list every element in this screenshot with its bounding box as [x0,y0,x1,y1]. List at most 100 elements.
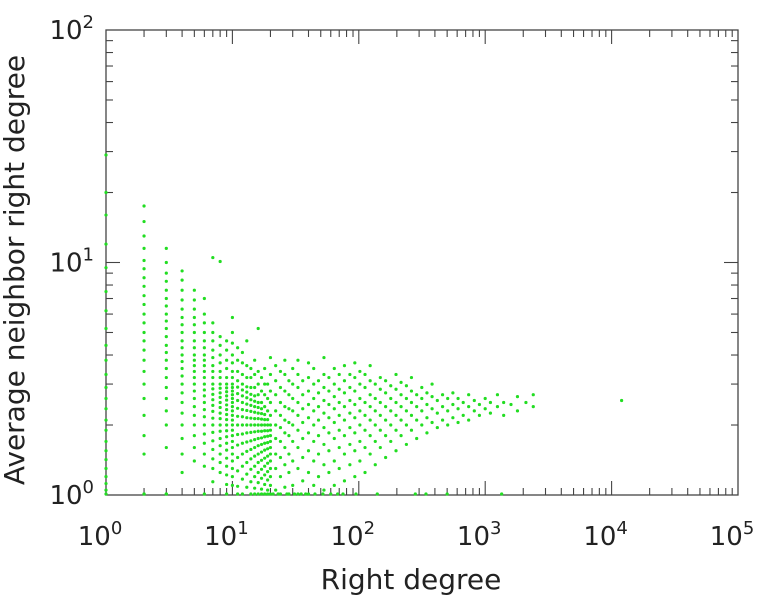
x-tick-label: 101 [204,518,249,552]
data-point [296,372,300,377]
data-point [164,350,168,355]
data-point [276,492,280,496]
data-point [409,413,414,417]
data-point [253,417,257,421]
data-point [278,400,283,405]
data-point [192,423,196,427]
data-point [266,447,270,451]
data-point [202,312,206,316]
data-point [332,436,336,441]
data-point [180,298,184,302]
data-point [230,439,234,444]
data-point [322,385,326,390]
data-point [384,391,388,395]
data-point [202,452,206,456]
data-point [313,492,317,496]
data-point [211,416,215,420]
data-point [240,350,245,355]
data-point [394,428,398,432]
data-point [218,436,222,441]
data-point [104,358,108,362]
data-point [192,445,196,450]
data-point [263,482,267,487]
data-point [245,449,249,453]
data-point [104,343,108,347]
data-point [256,382,260,386]
data-point [266,470,270,474]
data-point [230,466,234,471]
data-point [329,492,333,496]
data-point [263,456,267,460]
x-axis-title: Right degree [321,563,502,596]
data-point [316,434,321,438]
data-point [274,436,278,441]
data-point [192,315,196,320]
data-point [180,382,184,386]
data-point [332,366,336,371]
data-point [425,416,429,420]
data-point [404,423,408,427]
data-point [240,394,245,398]
data-point [404,409,408,413]
data-point [192,396,196,401]
data-point [341,492,345,496]
data-point [266,492,270,496]
data-point [192,330,196,335]
data-point [353,449,357,453]
data-point [268,445,273,450]
data-point [306,375,311,380]
data-point [249,480,253,484]
data-point [249,430,253,434]
data-point [263,423,267,427]
data-point [218,391,222,395]
data-point [230,418,234,422]
data-point [378,445,382,450]
data-point [389,384,393,388]
data-point [202,346,206,350]
data-point [446,396,450,401]
data-point [296,492,300,496]
data-point [142,302,146,307]
data-point [225,473,229,477]
data-point [104,396,108,401]
data-point [230,483,234,487]
data-point [259,423,264,427]
data-point [192,323,196,327]
data-point [287,393,291,397]
data-point [336,492,340,496]
data-point [268,466,273,471]
data-point [180,452,184,456]
data-point [287,470,291,475]
data-point [268,434,273,438]
data-point [271,492,275,496]
data-point [240,372,245,377]
data-point [263,435,267,439]
x-tick-label: 105 [710,518,755,552]
data-point [259,375,264,380]
data-point [285,492,289,496]
data-point [164,375,168,380]
data-point [164,343,168,347]
data-point [342,405,347,409]
data-point [230,389,234,393]
data-point [164,326,168,331]
data-point [287,452,291,456]
data-point [404,442,408,447]
data-point [245,375,249,380]
data-point [301,407,305,411]
data-point [278,474,283,479]
data-point [225,423,229,427]
data-point [245,390,249,394]
data-point [256,436,260,441]
data-point [225,412,229,417]
data-point [327,375,331,380]
data-point [225,482,229,487]
data-point [104,372,108,377]
data-point [225,441,229,445]
data-point [425,402,429,407]
data-point [268,372,273,377]
data-point [259,442,264,447]
data-point [306,402,311,407]
data-point [211,466,215,471]
data-point [266,478,270,482]
